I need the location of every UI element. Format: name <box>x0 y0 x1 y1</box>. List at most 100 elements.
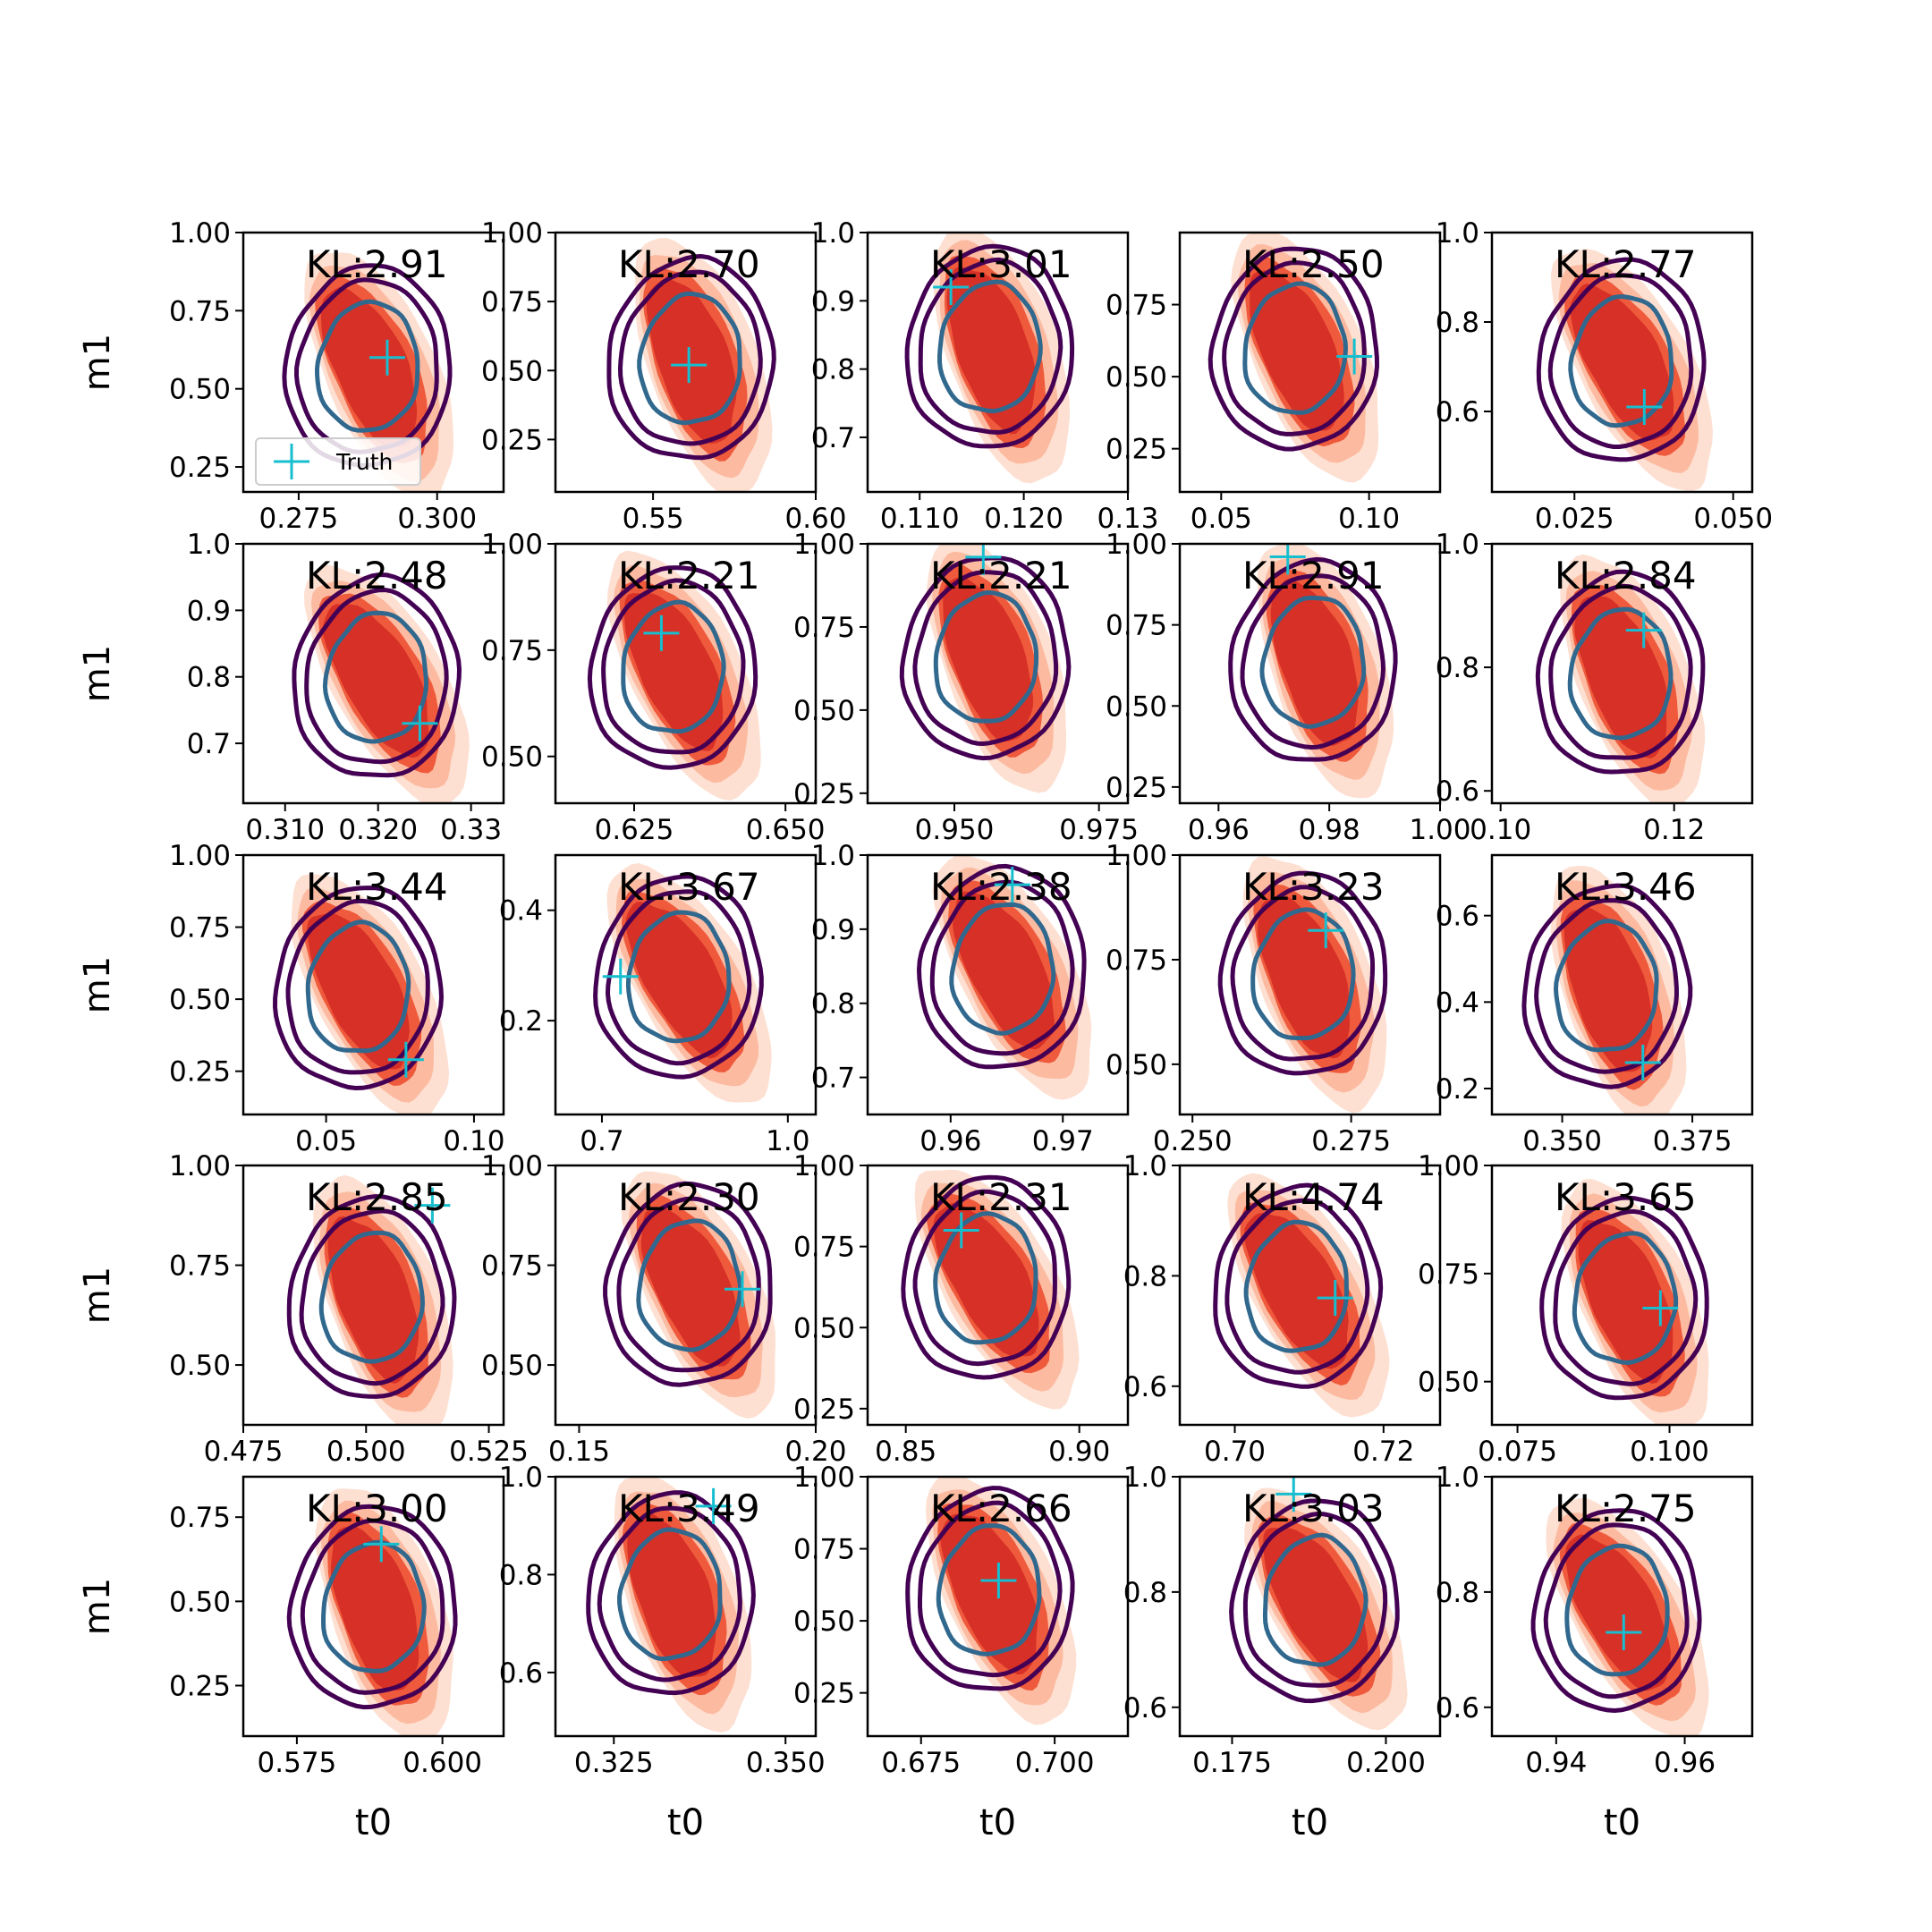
approx-contour-middle <box>1242 1511 1388 1688</box>
panel-24: 0.175 0.200 1.0 0.8 0.6 KL:3.03 t0 <box>1123 1462 1442 1843</box>
kl-annotation: KL:3.23 <box>1242 865 1385 909</box>
kl-annotation: KL:2.66 <box>930 1487 1072 1530</box>
y-tick-label: 0.50 <box>793 1312 855 1344</box>
panel-frame <box>242 231 505 494</box>
approx-contour-middle <box>1534 898 1680 1074</box>
approx-contour-outer <box>899 555 1072 761</box>
panel-frame <box>242 1475 505 1738</box>
y-tick-label: 1.00 <box>1106 840 1167 872</box>
y-tick-label: 1.00 <box>169 840 231 872</box>
x-tick-label: 0.120 <box>984 503 1063 535</box>
approx-contour-inner <box>1553 919 1659 1053</box>
y-tick-label: 0.75 <box>1106 610 1167 642</box>
kl-annotation: KL:2.77 <box>1555 242 1697 286</box>
truth-marker <box>602 958 639 995</box>
y-tick-label: 0.50 <box>481 1350 543 1382</box>
true-density-level-4 <box>1270 579 1359 746</box>
panel-frame <box>1490 231 1754 494</box>
y-tick-label: 0.50 <box>793 695 855 727</box>
true-density-level-4 <box>1243 1213 1349 1369</box>
approx-contour-inner <box>621 599 726 734</box>
y-tick-label: 1.0 <box>499 1462 543 1494</box>
approx-contour-outer <box>286 1194 457 1399</box>
approx-contour-middle <box>1547 273 1694 449</box>
x-tick-label: 0.250 <box>1153 1125 1233 1157</box>
panel-25: 0.94 0.96 1.0 0.8 0.6 KL:2.75 t0 <box>1436 1462 1754 1843</box>
approx-contour-outer <box>586 1490 756 1696</box>
approx-contour-middle <box>1222 260 1367 436</box>
legend: Truth <box>255 437 421 486</box>
true-density-level-4 <box>322 604 429 758</box>
panel-15: 0.350 0.375 0.6 0.4 0.2 KL:3.46 <box>1436 853 1754 1157</box>
x-tick-label: 0.96 <box>1188 814 1250 846</box>
kl-annotation: KL:2.70 <box>618 242 760 286</box>
panel-21: 0.575 0.600 0.75 0.50 0.25 KL:3.00 m1 t0 <box>77 1475 505 1843</box>
approx-contour-outer <box>1217 870 1388 1076</box>
panel-10: 0.10 0.12 1.0 0.8 0.6 KL:2.84 <box>1436 529 1754 846</box>
y-tick-label: 0.75 <box>1106 945 1167 977</box>
approx-contour-outer <box>606 253 776 461</box>
truth-marker <box>943 1212 979 1249</box>
panel-frame <box>554 853 818 1116</box>
y-tick-label: 1.0 <box>811 840 855 872</box>
truth-marker <box>402 705 438 741</box>
approx-contour-middle <box>299 1208 445 1386</box>
panel-4-density <box>1208 233 1380 483</box>
approx-contour-inner <box>936 1523 1042 1657</box>
x-tick-label: 0.05 <box>1191 503 1252 535</box>
y-tick-label: 0.50 <box>169 374 231 406</box>
kl-annotation: KL:3.65 <box>1555 1175 1697 1219</box>
approx-contour-middle <box>1224 1198 1370 1375</box>
y-tick-label: 1.0 <box>811 217 855 250</box>
approx-contour-inner <box>1250 907 1356 1041</box>
panel-11-density <box>272 874 450 1114</box>
truth-marker <box>1317 1280 1353 1317</box>
true-density-level-4 <box>320 287 418 447</box>
x-tick-label: 0.10 <box>1338 503 1400 535</box>
truth-marker <box>994 867 1030 903</box>
x-tick-label: 0.98 <box>1299 814 1360 846</box>
kl-annotation: KL:3.01 <box>930 242 1072 286</box>
y-tick-label: 0.8 <box>499 1559 543 1591</box>
y-tick-label: 0.50 <box>481 355 543 387</box>
y-tick-label: 1.0 <box>1436 217 1479 250</box>
y-tick-label: 0.8 <box>1123 1260 1167 1292</box>
panel-frame <box>1490 853 1754 1116</box>
x-axis-label: t0 <box>667 1802 704 1843</box>
x-tick-label: 0.025 <box>1535 503 1614 535</box>
panel-22: 0.325 0.350 1.0 0.8 0.6 KL:3.49 t0 <box>499 1462 826 1843</box>
x-tick-label: 0.575 <box>258 1747 337 1779</box>
x-tick-label: 0.275 <box>259 503 339 535</box>
truth-marker <box>1275 1477 1312 1513</box>
y-tick-label: 0.4 <box>499 895 543 928</box>
approx-contour-inner <box>637 291 742 426</box>
panel-16-density <box>286 1174 457 1425</box>
truth-marker <box>387 1041 424 1078</box>
x-tick-label: 1.00 <box>1409 814 1470 846</box>
approx-contour-inner <box>949 902 1056 1036</box>
approx-contour-outer <box>1521 883 1693 1089</box>
y-axis-label: m1 <box>77 645 118 702</box>
kl-annotation: KL:2.31 <box>930 1175 1072 1219</box>
x-tick-label: 0.90 <box>1048 1436 1110 1468</box>
y-tick-label: 1.00 <box>169 217 231 250</box>
kl-annotation: KL:2.38 <box>930 865 1072 909</box>
y-tick-label: 0.9 <box>811 914 855 946</box>
y-axis-label: m1 <box>77 1578 118 1635</box>
approx-contour-middle <box>1240 573 1386 750</box>
true-density-level-4 <box>1564 1534 1671 1691</box>
approx-contour-inner <box>1262 1532 1368 1667</box>
true-density-level-4 <box>640 1208 741 1367</box>
y-tick-label: 0.75 <box>793 1232 855 1264</box>
panel-19: 0.70 0.72 1.0 0.8 0.6 KL:4.74 <box>1123 1150 1442 1468</box>
x-tick-label: 0.700 <box>1015 1747 1095 1779</box>
truth-marker <box>363 1526 400 1563</box>
panel-5: 0.025 0.050 1.0 0.8 0.6 KL:2.77 <box>1436 217 1773 535</box>
approx-contour-inner <box>625 910 732 1044</box>
y-tick-label: 0.50 <box>169 1350 231 1382</box>
approx-contour-middle <box>1553 1208 1699 1386</box>
y-axis-label: m1 <box>77 1267 118 1324</box>
approx-contour-outer <box>1539 1195 1709 1401</box>
truth-marker <box>1606 1614 1642 1650</box>
x-tick-label: 0.94 <box>1525 1747 1587 1779</box>
